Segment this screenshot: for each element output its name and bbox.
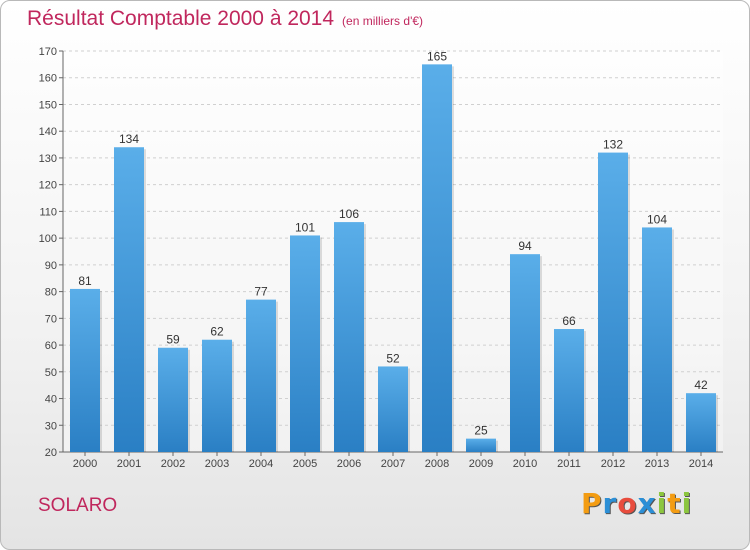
bar (510, 254, 540, 452)
x-tick-label: 2001 (117, 458, 141, 470)
x-tick-label: 2007 (381, 458, 405, 470)
y-tick-label: 150 (39, 99, 57, 111)
y-tick-label: 120 (39, 180, 57, 192)
bar (598, 152, 628, 452)
proxiti-logo[interactable]: Proxiti (581, 487, 692, 520)
x-tick-label: 2014 (689, 458, 713, 470)
logo-letter: o (617, 487, 638, 520)
commune-name: SOLARO (38, 495, 118, 516)
data-label: 81 (78, 274, 92, 288)
y-tick-label: 30 (45, 420, 57, 432)
x-tick-label: 2004 (249, 458, 273, 470)
bars (70, 64, 718, 453)
data-label: 132 (603, 138, 623, 152)
y-tick-label: 110 (39, 206, 57, 218)
y-tick-label: 90 (45, 260, 57, 272)
data-label: 42 (694, 378, 708, 392)
y-tick-label: 170 (39, 46, 57, 58)
data-label: 59 (166, 333, 180, 347)
labels: 81 134 59 62 77 101 106 52 165 25 94 66 132 104 42 (78, 49, 708, 437)
data-label: 134 (119, 132, 139, 146)
y-tick-label: 40 (45, 394, 57, 406)
bar (642, 227, 672, 452)
bar (686, 393, 716, 452)
bar (158, 347, 188, 452)
bar (554, 329, 584, 452)
bar (334, 222, 364, 452)
x-tick-label: 2000 (73, 458, 97, 470)
bar (466, 438, 496, 452)
logo-letter: r (602, 487, 618, 520)
x-tick-label: 2009 (469, 458, 493, 470)
y-tick-label: 70 (45, 313, 57, 325)
y-tick-label: 50 (45, 367, 57, 379)
bar (378, 366, 408, 452)
bar (114, 147, 144, 453)
x-tick-label: 2005 (293, 458, 317, 470)
logo-letter: i (681, 487, 693, 520)
bar (290, 235, 320, 452)
x-tick-label: 2002 (161, 458, 185, 470)
y-tick-label: 20 (45, 447, 57, 459)
x-tick-label: 2013 (645, 458, 669, 470)
y-tick-label: 80 (45, 287, 57, 299)
chart-title: Résultat Comptable 2000 à 2014 (en millie… (27, 7, 423, 31)
bar (246, 299, 276, 452)
bar (422, 64, 452, 452)
x-tick-label: 2003 (205, 458, 229, 470)
logo-letter: i (656, 487, 668, 520)
x-tick-label: 2008 (425, 458, 449, 470)
data-label: 62 (210, 325, 224, 339)
data-label: 101 (295, 220, 315, 234)
data-label: 165 (427, 49, 447, 63)
logo-letter: t (667, 487, 682, 520)
x-tick-label: 2011 (557, 458, 581, 470)
data-label: 52 (386, 351, 400, 365)
data-label: 66 (562, 314, 576, 328)
x-tick-label: 2012 (601, 458, 625, 470)
y-tick-label: 160 (39, 73, 57, 85)
y-tick-label: 130 (39, 153, 57, 165)
x-tick-label: 2010 (513, 458, 537, 470)
data-label: 77 (254, 285, 268, 299)
data-label: 104 (647, 212, 667, 226)
y-tick-label: 60 (45, 340, 57, 352)
chart-subtitle: (en milliers d'€) (342, 14, 424, 28)
logo-letter: x (637, 487, 657, 520)
data-label: 106 (339, 207, 359, 221)
x-tick-label: 2006 (337, 458, 361, 470)
y-tick-label: 140 (39, 126, 57, 138)
logo-letter: P (581, 487, 603, 520)
bar (202, 339, 232, 452)
data-label: 25 (474, 424, 488, 438)
chart-title-text: Résultat Comptable 2000 à 2014 (27, 7, 335, 30)
y-tick-label: 100 (39, 233, 57, 245)
bar (70, 288, 100, 452)
data-label: 94 (518, 239, 532, 253)
